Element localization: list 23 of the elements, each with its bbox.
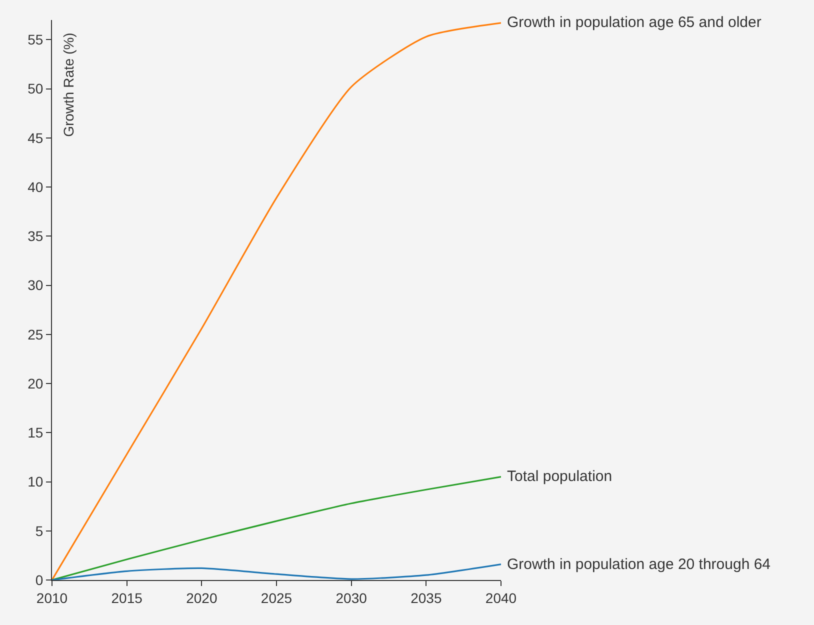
x-tick-label: 2035 [410, 590, 442, 606]
y-axis-title: Growth Rate (%) [60, 32, 77, 137]
y-tick-label: 5 [35, 522, 44, 539]
y-tick-label: 20 [28, 375, 44, 392]
y-tick-label: 30 [28, 277, 44, 294]
series-label: Growth in population age 65 and older [507, 14, 762, 31]
x-tick-label: 2010 [36, 590, 68, 606]
y-tick-label: 55 [28, 32, 44, 48]
y-tick-label: 40 [28, 178, 44, 195]
x-tick-label: 2030 [336, 590, 368, 606]
y-tick-label: 45 [28, 130, 44, 146]
series-label: Growth in population age 20 through 64 [507, 556, 771, 573]
y-tick-label: 15 [28, 424, 44, 441]
x-tick-label: 2015 [111, 590, 143, 606]
y-tick-label: 10 [28, 474, 44, 490]
y-tick-label: 25 [28, 326, 44, 342]
series-label: Total population [507, 468, 612, 485]
y-tick-label: 50 [28, 80, 44, 97]
x-tick-label: 2025 [260, 590, 292, 606]
x-tick-label: 2020 [186, 590, 218, 606]
y-tick-label: 0 [35, 572, 44, 588]
x-tick-label: 2040 [485, 590, 517, 606]
y-tick-label: 35 [28, 228, 44, 244]
